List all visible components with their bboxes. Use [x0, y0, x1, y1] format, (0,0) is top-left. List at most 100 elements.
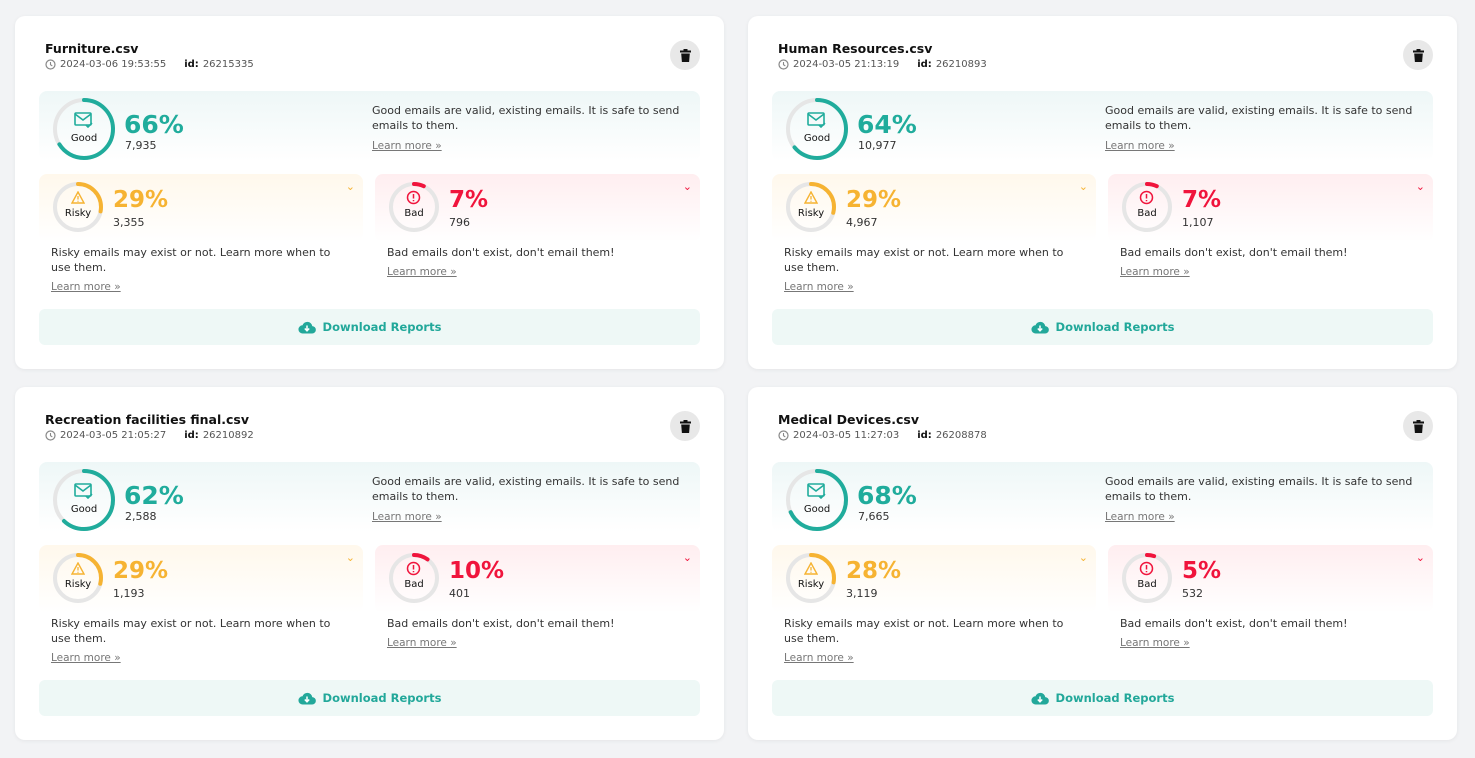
- bad-description: Bad emails don't exist, don't email them…: [1120, 617, 1348, 630]
- good-percent: 62%: [124, 481, 184, 510]
- delete-button[interactable]: [670, 411, 700, 441]
- bad-learn-more-link[interactable]: Learn more »: [1120, 266, 1190, 278]
- download-reports-button[interactable]: Download Reports: [772, 309, 1433, 345]
- bad-ring: Bad: [1122, 182, 1172, 232]
- ring-progress: [786, 98, 848, 160]
- ring-progress: [1122, 553, 1172, 603]
- alert-icon: [406, 190, 421, 205]
- file-name: Recreation facilities final.csv: [45, 412, 249, 427]
- risky-learn-more-link[interactable]: Learn more »: [784, 652, 854, 664]
- report-card: Medical Devices.csv 2024-03-05 11:27:03 …: [748, 387, 1457, 740]
- expand-chevron-icon[interactable]: ⌄: [1078, 180, 1088, 193]
- bad-ring: Bad: [1122, 553, 1172, 603]
- upload-date: 2024-03-05 11:27:03: [793, 430, 900, 441]
- expand-chevron-icon[interactable]: ⌄: [682, 551, 692, 564]
- cloud-download-icon: [297, 321, 316, 334]
- risky-label: Risky: [797, 579, 825, 590]
- good-learn-more-link[interactable]: Learn more »: [1105, 140, 1175, 152]
- risky-panel: Risky 29% 3,355 ⌄ Risky emails may exist…: [39, 174, 363, 293]
- risky-label: Risky: [797, 208, 825, 219]
- good-count: 7,665: [858, 510, 890, 523]
- delete-button[interactable]: [1403, 411, 1433, 441]
- bad-count: 796: [449, 216, 470, 229]
- cloud-download-icon: [1030, 692, 1049, 705]
- download-reports-button[interactable]: Download Reports: [39, 680, 700, 716]
- risky-description: Risky emails may exist or not. Learn mor…: [784, 617, 1064, 645]
- bad-learn-more-link[interactable]: Learn more »: [1120, 637, 1190, 649]
- good-panel: Good 64% 10,977 Good emails are valid, e…: [772, 91, 1433, 161]
- risky-count: 1,193: [113, 587, 145, 600]
- download-reports-label: Download Reports: [322, 691, 442, 705]
- bad-ring: Bad: [389, 553, 439, 603]
- risky-learn-more-link[interactable]: Learn more »: [784, 281, 854, 293]
- report-card: Furniture.csv 2024-03-06 19:53:55 id: 26…: [15, 16, 724, 369]
- bad-percent: 5%: [1182, 558, 1222, 584]
- good-panel: Good 68% 7,665 Good emails are valid, ex…: [772, 462, 1433, 532]
- mail-check-icon: [74, 483, 93, 499]
- risky-panel: Risky 28% 3,119 ⌄ Risky emails may exist…: [772, 545, 1096, 664]
- bad-description: Bad emails don't exist, don't email them…: [387, 246, 615, 259]
- expand-chevron-icon[interactable]: ⌄: [682, 180, 692, 193]
- expand-chevron-icon[interactable]: ⌄: [1078, 551, 1088, 564]
- expand-chevron-icon[interactable]: ⌄: [1415, 551, 1425, 564]
- mail-check-icon: [74, 112, 93, 128]
- expand-chevron-icon[interactable]: ⌄: [1415, 180, 1425, 193]
- download-reports-button[interactable]: Download Reports: [772, 680, 1433, 716]
- clock-icon: [45, 59, 56, 70]
- good-learn-more-link[interactable]: Learn more »: [372, 140, 442, 152]
- good-learn-more-link[interactable]: Learn more »: [1105, 511, 1175, 523]
- risky-learn-more-link[interactable]: Learn more »: [51, 652, 121, 664]
- bad-label: Bad: [1137, 208, 1157, 219]
- clock-icon: [45, 430, 56, 441]
- ring-progress: [53, 98, 115, 160]
- bad-learn-more-link[interactable]: Learn more »: [387, 637, 457, 649]
- download-reports-label: Download Reports: [1055, 320, 1175, 334]
- good-label: Good: [70, 133, 98, 144]
- risky-ring: Risky: [53, 182, 103, 232]
- delete-button[interactable]: [1403, 40, 1433, 70]
- report-card: Human Resources.csv 2024-03-05 21:13:19 …: [748, 16, 1457, 369]
- ring-progress: [389, 182, 439, 232]
- cloud-download-icon: [1030, 321, 1049, 334]
- risky-count: 3,119: [846, 587, 878, 600]
- risky-label: Risky: [64, 579, 92, 590]
- warning-icon: [804, 562, 818, 575]
- trash-icon: [1412, 419, 1424, 433]
- expand-chevron-icon[interactable]: ⌄: [345, 180, 355, 193]
- id-label: id:: [184, 430, 199, 441]
- id-label: id:: [917, 59, 932, 70]
- bad-learn-more-link[interactable]: Learn more »: [387, 266, 457, 278]
- upload-date: 2024-03-06 19:53:55: [60, 59, 167, 70]
- risky-percent: 29%: [113, 187, 169, 213]
- good-count: 10,977: [858, 139, 897, 152]
- delete-button[interactable]: [670, 40, 700, 70]
- bad-percent: 7%: [449, 187, 489, 213]
- bad-label: Bad: [404, 208, 424, 219]
- risky-description: Risky emails may exist or not. Learn mor…: [51, 246, 331, 274]
- expand-chevron-icon[interactable]: ⌄: [345, 551, 355, 564]
- warning-icon: [71, 191, 85, 204]
- ring-progress: [786, 469, 848, 531]
- risky-label: Risky: [64, 208, 92, 219]
- good-learn-more-link[interactable]: Learn more »: [372, 511, 442, 523]
- bad-count: 532: [1182, 587, 1203, 600]
- file-meta: 2024-03-05 21:13:19 id: 26210893: [778, 59, 987, 70]
- risky-count: 3,355: [113, 216, 145, 229]
- good-ring: Good: [53, 469, 115, 531]
- ring-progress: [389, 553, 439, 603]
- upload-date: 2024-03-05 21:13:19: [793, 59, 900, 70]
- good-count: 7,935: [125, 139, 157, 152]
- good-label: Good: [803, 133, 831, 144]
- bad-ring: Bad: [389, 182, 439, 232]
- download-reports-button[interactable]: Download Reports: [39, 309, 700, 345]
- bad-percent: 10%: [449, 558, 505, 584]
- risky-percent: 28%: [846, 558, 902, 584]
- mail-check-icon: [807, 483, 826, 499]
- ring-progress: [53, 182, 103, 232]
- risky-learn-more-link[interactable]: Learn more »: [51, 281, 121, 293]
- good-description: Good emails are valid, existing emails. …: [1105, 475, 1413, 503]
- good-description: Good emails are valid, existing emails. …: [372, 104, 680, 132]
- alert-icon: [406, 561, 421, 576]
- good-panel: Good 62% 2,588 Good emails are valid, ex…: [39, 462, 700, 532]
- good-ring: Good: [786, 98, 848, 160]
